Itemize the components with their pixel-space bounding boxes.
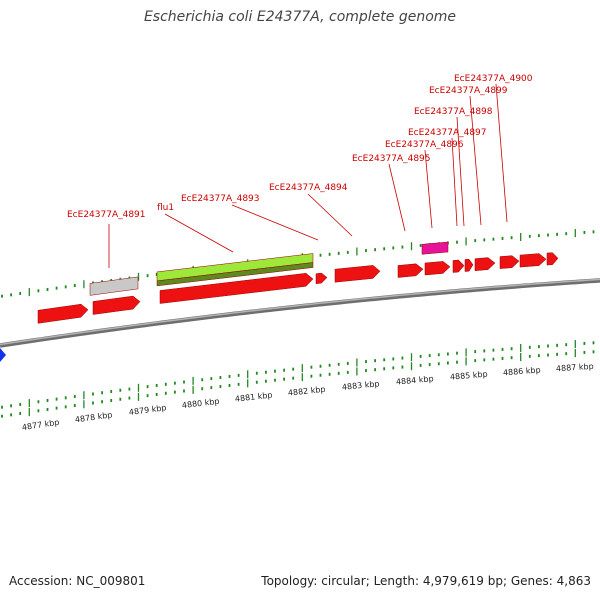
genes-label: Genes:	[510, 574, 553, 588]
gene-label: EcE24377A_4896	[385, 140, 464, 150]
topology-label: Topology:	[261, 574, 318, 588]
gene-label: flu1	[157, 203, 174, 213]
accession-value: NC_009801	[76, 574, 146, 588]
gene-arrow	[334, 265, 381, 283]
trna-block	[89, 276, 139, 296]
length-value: 4,979,619 bp;	[422, 574, 508, 588]
gene-arrow	[315, 272, 328, 284]
scale-label: 4880 kbp	[181, 397, 220, 411]
gene-label-leader	[231, 204, 319, 241]
lower-tick-track-1	[1, 340, 595, 409]
gene-arrow	[519, 253, 547, 268]
scale-label: 4886 kbp	[503, 365, 541, 377]
gene-arrow	[37, 303, 89, 324]
lower-tick-track-2	[1, 349, 595, 418]
gene-label-leader	[456, 116, 465, 227]
gene-label-leader	[469, 95, 482, 226]
gene-arrow	[464, 258, 474, 272]
gene-label-leader	[424, 149, 433, 229]
gene-label: EcE24377A_4895	[352, 154, 431, 164]
gene-label-leader	[307, 193, 353, 237]
strand-arrow-icon	[0, 348, 6, 362]
scale-label: 4881 kbp	[234, 390, 272, 403]
gene-label: EcE24377A_4893	[181, 194, 260, 204]
scale-label: 4884 kbp	[396, 374, 434, 386]
gene-label: EcE24377A_4894	[269, 183, 348, 193]
backbone-layer	[0, 278, 600, 348]
length-label: Length:	[373, 574, 420, 588]
gene-label-leader	[495, 83, 508, 223]
gene-label: EcE24377A_4897	[408, 128, 487, 138]
feature-olive-band	[156, 262, 314, 287]
gene-arrow	[546, 252, 559, 266]
gene-arrow	[92, 295, 141, 315]
scale-label: 4879 kbp	[128, 403, 167, 417]
gene-label-leader	[164, 213, 234, 253]
gene-label-layer: EcE24377A_4891 flu1 EcE24377A_4893 EcE24377…	[67, 74, 533, 268]
gene-arrow	[499, 255, 520, 269]
gene-arrow-flu1	[159, 273, 314, 304]
gene-arrow	[424, 261, 451, 276]
gene-label-leader	[388, 163, 406, 232]
scale-label: 4878 kbp	[74, 410, 113, 424]
genes-value: 4,863	[556, 574, 591, 588]
scale-label: 4882 kbp	[288, 385, 326, 398]
feature-magenta-block	[421, 241, 449, 255]
accession-label: Accession:	[9, 574, 73, 588]
scale-label: 4877 kbp	[21, 418, 60, 432]
gene-arrow	[452, 259, 465, 273]
genome-backbone	[0, 278, 600, 348]
gene-label-leader	[451, 137, 458, 227]
scale-label: 4883 kbp	[342, 379, 380, 392]
scale-label: 4887 kbp	[556, 362, 594, 374]
gene-label: EcE24377A_4900	[454, 74, 533, 84]
gene-label: EcE24377A_4891	[67, 210, 146, 220]
genome-title: Escherichia coli E24377A, complete genom…	[143, 9, 457, 25]
gene-label: EcE24377A_4898	[414, 107, 493, 117]
topology-value: circular;	[321, 574, 370, 588]
scale-label: 4885 kbp	[450, 370, 488, 382]
gene-arrow	[474, 257, 496, 271]
features-layer	[0, 241, 559, 362]
scale-labels: 4877 kbp 4878 kbp 4879 kbp 4880 kbp 4881 kbp…	[21, 362, 594, 432]
backbone-highlight	[0, 278, 600, 346]
accession-info: Accession: NC_009801	[9, 574, 145, 588]
genome-stats: Topology: circular; Length: 4,979,619 bp…	[261, 574, 591, 588]
gene-arrow	[397, 263, 424, 278]
gene-label: EcE24377A_4899	[429, 86, 508, 96]
